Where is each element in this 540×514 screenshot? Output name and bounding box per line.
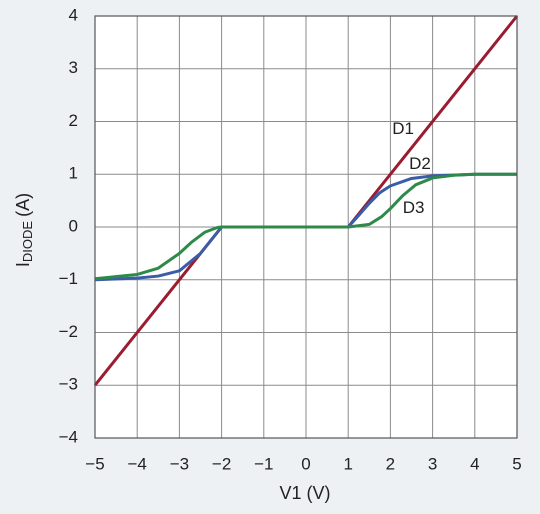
y-tick-label: −4 — [59, 427, 78, 446]
series-line — [94, 172, 517, 282]
x-tick-label: −4 — [128, 454, 147, 473]
x-tick-label: 0 — [301, 454, 310, 473]
y-tick-label: 0 — [69, 216, 78, 235]
series-label: D2 — [409, 154, 431, 173]
x-tick-label: 2 — [386, 454, 395, 473]
series-label: D1 — [392, 119, 414, 138]
x-axis-label: V1 (V) — [279, 483, 330, 503]
y-label-unit: (A) — [13, 193, 33, 217]
y-tick-label: −3 — [59, 375, 78, 394]
x-tick-label: 3 — [428, 454, 437, 473]
series-line — [94, 172, 517, 281]
y-tick-label: −2 — [59, 322, 78, 341]
y-tick-label: 2 — [69, 111, 78, 130]
lines — [93, 15, 519, 387]
x-tick-label: 1 — [343, 454, 352, 473]
series-label: D3 — [403, 198, 425, 217]
x-tick-label: −1 — [254, 454, 273, 473]
x-tick-label: −5 — [85, 454, 104, 473]
y-tick-label: −1 — [59, 269, 78, 288]
x-tick-label: −2 — [212, 454, 231, 473]
x-tick-label: 4 — [470, 454, 479, 473]
y-tick-label: 4 — [69, 5, 78, 24]
y-tick-label: 1 — [69, 164, 78, 183]
x-tick-label: −3 — [170, 454, 189, 473]
y-tick-label: 3 — [69, 58, 78, 77]
y-label-sub: DIODE — [20, 221, 35, 263]
plot-frame — [94, 15, 518, 439]
y-axis-label: IDIODE (A) — [13, 193, 36, 267]
y-label-main: I — [13, 262, 33, 267]
x-tick-label: 5 — [512, 454, 521, 473]
